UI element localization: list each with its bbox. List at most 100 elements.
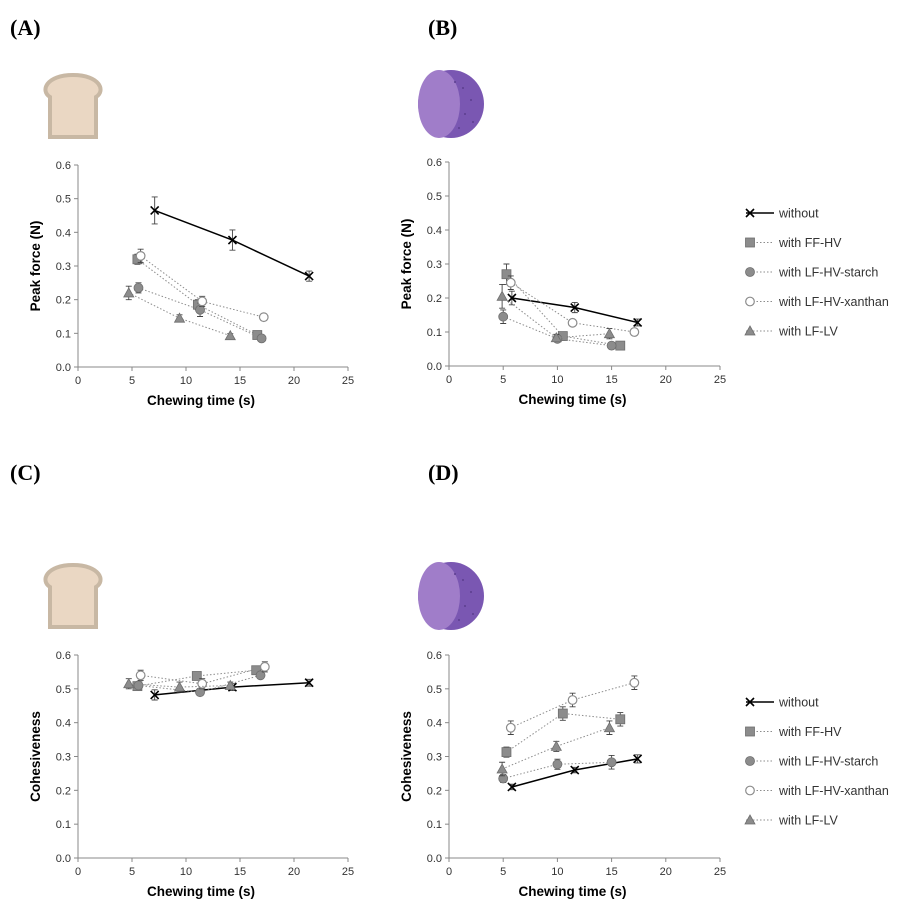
x-tick-label: 10 — [180, 375, 192, 387]
data-point — [606, 757, 617, 768]
legend-marker — [745, 785, 755, 796]
potato-speck — [464, 113, 466, 115]
legend-label: with LF-HV-starch — [778, 755, 878, 769]
data-point — [227, 235, 238, 245]
legend-marker — [744, 325, 756, 336]
x-tick-label: 5 — [129, 375, 135, 387]
legend-label: without — [778, 207, 819, 221]
legend-marker — [745, 296, 755, 307]
data-point — [197, 296, 208, 307]
bread-slice-shape — [43, 562, 103, 629]
potato-speck — [470, 99, 472, 101]
legend-label: with LF-HV-xanthan — [778, 295, 889, 309]
y-tick-label: 0.4 — [56, 227, 71, 239]
data-point — [135, 670, 146, 681]
data-point — [123, 677, 135, 689]
y-tick-label: 0.5 — [56, 684, 71, 696]
series-lf-lv — [123, 285, 236, 341]
x-tick-label: 15 — [234, 866, 246, 878]
data-point — [629, 327, 640, 337]
x-tick-label: 5 — [500, 374, 506, 386]
x-tick-label: 25 — [714, 866, 726, 878]
potato-speck — [472, 121, 474, 123]
y-tick-label: 0.6 — [56, 160, 71, 172]
series-line — [137, 258, 258, 336]
series-ff-hv — [501, 263, 626, 351]
series-line — [140, 666, 265, 685]
potato-cut-face — [418, 562, 460, 630]
x-tick-label: 5 — [129, 866, 135, 878]
data-point — [173, 681, 186, 692]
data-point — [123, 287, 135, 298]
data-point — [133, 680, 144, 691]
data-point — [304, 678, 314, 688]
data-point — [173, 312, 186, 323]
y-tick-label: 0.1 — [56, 328, 71, 340]
series-lf-lv — [496, 283, 616, 343]
legend-label: with LF-LV — [778, 814, 838, 828]
data-point — [501, 269, 512, 280]
y-tick-label: 0.4 — [56, 718, 71, 730]
y-tick-label: 0.0 — [56, 853, 71, 865]
legend-label: with LF-HV-starch — [778, 266, 878, 280]
x-tick-label: 20 — [288, 866, 300, 878]
x-tick-label: 15 — [605, 374, 617, 386]
legend-item-without: without — [745, 696, 819, 710]
series-line — [128, 683, 231, 688]
series-lf-hv-starch — [133, 670, 266, 698]
legend-label: with LF-LV — [778, 325, 838, 339]
x-tick-label: 20 — [660, 374, 672, 386]
legend-item-lf-lv: with LF-LV — [744, 814, 838, 828]
series-line — [138, 287, 262, 339]
series-lf-hv-xanthan — [505, 275, 640, 337]
legend-item-lf-hv-xanthan: with LF-HV-xanthan — [745, 784, 889, 798]
y-tick-label: 0.1 — [427, 327, 442, 339]
y-tick-label: 0.0 — [56, 362, 71, 374]
data-point — [496, 290, 508, 301]
legend-marker — [745, 267, 755, 277]
data-point — [224, 329, 236, 341]
series-lf-lv — [496, 720, 616, 777]
legend-panel-B: without with FF-HV with LF-HV-starch with L… — [744, 207, 889, 339]
data-point — [191, 671, 202, 681]
y-tick-label: 0.2 — [427, 293, 442, 305]
x-tick-label: 0 — [75, 375, 81, 387]
bread-slice-shape — [43, 72, 103, 139]
x-axis-title: Chewing time (s) — [147, 884, 255, 899]
data-point — [615, 714, 626, 725]
data-point — [552, 759, 563, 770]
y-tick-label: 0.5 — [427, 191, 442, 203]
potato-icon — [418, 70, 484, 138]
x-tick-label: 0 — [446, 374, 452, 386]
y-tick-label: 0.3 — [427, 259, 442, 271]
potato-speck — [464, 605, 466, 607]
legend-label: with LF-HV-xanthan — [778, 784, 889, 798]
y-tick-label: 0.4 — [427, 718, 442, 730]
data-point — [496, 763, 508, 774]
x-axis-title: Chewing time (s) — [518, 884, 626, 899]
series-lf-hv-starch — [498, 309, 617, 351]
x-tick-label: 0 — [446, 866, 452, 878]
series-lf-hv-xanthan — [135, 661, 270, 690]
series-lf-hv-xanthan — [505, 675, 640, 735]
x-tick-label: 25 — [342, 375, 354, 387]
panel-label: (B) — [428, 15, 457, 40]
series-lf-lv — [123, 677, 236, 693]
legend-label: with FF-HV — [778, 725, 842, 739]
bread-icon — [43, 562, 103, 629]
legend-marker — [745, 237, 755, 248]
panel-label: (C) — [10, 460, 41, 485]
series-line — [501, 295, 610, 339]
series-lf-hv-starch — [133, 282, 267, 344]
data-point — [150, 690, 160, 700]
data-point — [505, 277, 516, 288]
x-tick-label: 5 — [500, 866, 506, 878]
data-point — [258, 312, 269, 323]
data-point — [570, 765, 580, 775]
data-point — [603, 721, 616, 733]
series-lf-hv-xanthan — [135, 248, 269, 323]
data-point — [498, 773, 509, 784]
y-tick-label: 0.3 — [56, 752, 71, 764]
data-point — [567, 317, 578, 328]
legend-label: with FF-HV — [778, 236, 842, 250]
